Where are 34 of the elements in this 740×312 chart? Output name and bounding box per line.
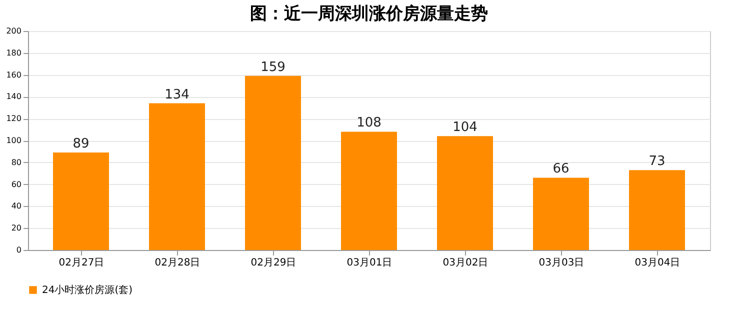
y-tick-label: 60 bbox=[11, 180, 22, 189]
y-tick-label: 80 bbox=[11, 158, 22, 167]
y-tick-label: 120 bbox=[6, 114, 22, 124]
data-label: 66 bbox=[552, 162, 570, 177]
data-label: 73 bbox=[648, 154, 666, 170]
data-label: 108 bbox=[356, 116, 382, 131]
y-tick-label: 140 bbox=[6, 92, 22, 102]
bar bbox=[341, 132, 397, 250]
bar bbox=[245, 76, 301, 250]
bar bbox=[53, 152, 109, 250]
bar bbox=[533, 178, 589, 250]
y-tick-label: 40 bbox=[11, 202, 22, 211]
x-tick-label: 03月03日 bbox=[538, 258, 584, 268]
bar bbox=[149, 103, 205, 250]
x-tick-label: 03月02日 bbox=[442, 258, 488, 268]
x-tick-label: 03月04日 bbox=[634, 258, 680, 268]
bar bbox=[629, 170, 685, 250]
y-tick-label: 160 bbox=[6, 70, 22, 80]
bar bbox=[437, 136, 493, 250]
x-tick-label: 02月27日 bbox=[58, 258, 104, 268]
y-tick-label: 200 bbox=[6, 26, 22, 36]
x-tick-label: 03月01日 bbox=[346, 258, 392, 268]
x-tick-label: 02月29日 bbox=[250, 258, 296, 268]
legend-label: 24小时涨价房源(套) bbox=[42, 284, 133, 296]
y-tick-label: 100 bbox=[6, 136, 22, 145]
x-tick-label: 02月28日 bbox=[154, 258, 200, 268]
chart-title: 图：近一周深圳涨价房源量走势 bbox=[250, 4, 488, 24]
y-tick-label: 0 bbox=[16, 246, 22, 254]
data-label: 104 bbox=[452, 120, 478, 136]
y-tick-label: 180 bbox=[6, 48, 22, 58]
data-label: 89 bbox=[72, 136, 90, 152]
data-label: 134 bbox=[164, 87, 190, 102]
data-label: 159 bbox=[260, 60, 286, 75]
y-tick-label: 20 bbox=[11, 224, 22, 233]
